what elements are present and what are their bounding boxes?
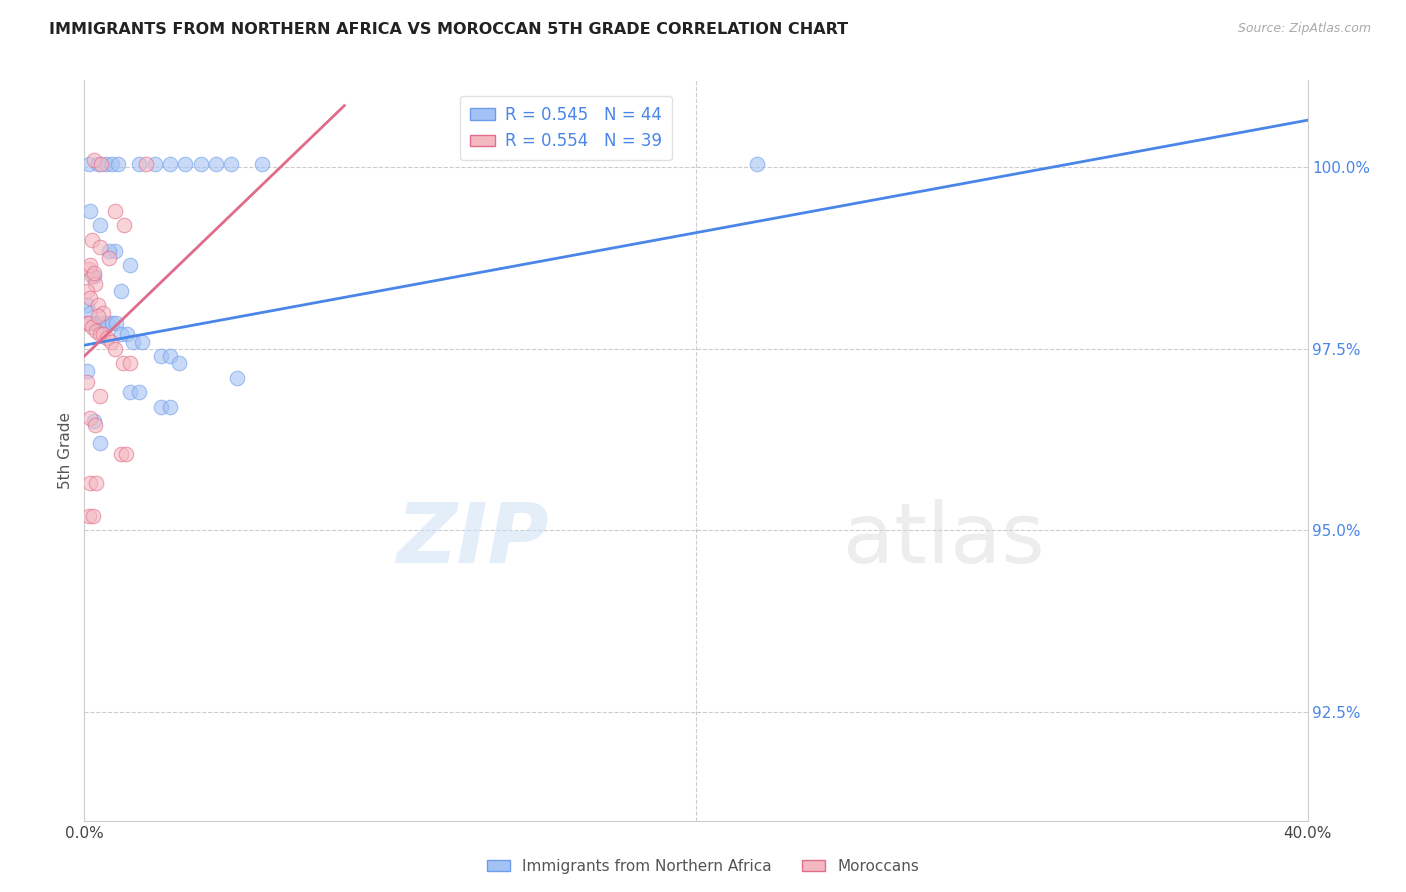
Point [84,324,107,338]
Point [83,414,105,428]
Point [128,157,150,171]
Point [89,327,111,342]
Point [90,157,112,171]
Point [89,219,111,233]
Point [80,320,103,334]
Point [80,269,103,284]
Point [105,317,128,331]
Point [87,298,110,312]
Point [97,244,120,258]
Point [135,157,157,171]
Point [112,219,135,233]
Point [167,356,190,370]
Point [205,157,228,171]
Point [77,157,100,171]
Point [87,157,110,171]
Text: ZIP: ZIP [396,499,550,580]
Point [89,240,111,254]
Point [115,327,138,342]
Point [190,157,212,171]
Point [97,251,120,265]
Point [120,258,142,272]
Point [101,317,124,331]
Point [89,389,111,403]
Point [149,400,172,414]
Point [76,317,98,331]
Point [159,349,181,363]
Point [79,476,101,491]
Point [79,203,101,218]
Point [80,233,103,247]
Point [174,157,197,171]
Point [111,356,134,370]
Point [82,508,104,523]
Point [149,349,172,363]
Point [91,305,114,319]
Point [143,157,166,171]
Point [87,309,110,323]
Point [101,157,124,171]
Point [79,305,101,319]
Text: IMMIGRANTS FROM NORTHERN AFRICA VS MOROCCAN 5TH GRADE CORRELATION CHART: IMMIGRANTS FROM NORTHERN AFRICA VS MOROC… [49,22,848,37]
Point [76,298,98,312]
Point [104,203,127,218]
Text: Source: ZipAtlas.com: Source: ZipAtlas.com [1237,22,1371,36]
Point [110,284,132,298]
Point [79,258,101,272]
Point [77,262,100,277]
Point [96,331,118,345]
Legend: Immigrants from Northern Africa, Moroccans: Immigrants from Northern Africa, Morocca… [481,853,925,880]
Point [77,508,100,523]
Point [110,327,132,342]
Point [77,317,100,331]
Point [83,266,105,280]
Point [250,157,273,171]
Text: atlas: atlas [842,499,1045,580]
Point [91,317,114,331]
Point [104,244,127,258]
Point [120,356,142,370]
Point [79,410,101,425]
Y-axis label: 5th Grade: 5th Grade [58,412,73,489]
Point [100,334,122,349]
Point [79,291,101,305]
Point [84,418,107,433]
Point [131,334,153,349]
Point [128,385,150,400]
Point [83,269,105,284]
Point [84,277,107,291]
Point [159,157,181,171]
Legend: R = 0.545   N = 44, R = 0.554   N = 39: R = 0.545 N = 44, R = 0.554 N = 39 [460,96,672,161]
Point [747,157,769,171]
Point [94,157,117,171]
Point [120,385,142,400]
Point [104,342,127,356]
Point [76,375,98,389]
Point [122,334,145,349]
Point [87,317,110,331]
Point [219,157,242,171]
Point [226,371,249,385]
Point [89,436,111,450]
Point [76,284,98,298]
Point [83,317,105,331]
Point [83,153,105,168]
Point [159,400,181,414]
Point [114,447,136,461]
Point [96,317,118,331]
Point [76,363,98,377]
Point [84,476,107,491]
Point [91,327,114,342]
Point [107,157,129,171]
Point [110,447,132,461]
